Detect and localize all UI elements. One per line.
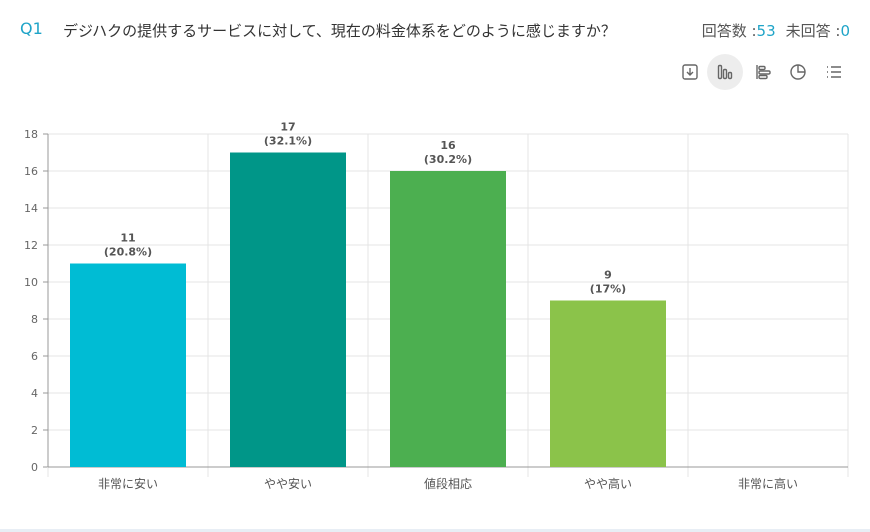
pie-chart-icon <box>790 64 806 80</box>
y-tick-label: 6 <box>31 350 38 363</box>
y-tick-label: 10 <box>24 276 38 289</box>
bottom-border <box>0 529 870 532</box>
bar-value-label: 17 <box>280 121 295 134</box>
bar-chart-icon <box>717 64 733 80</box>
bar-chart: 0 2 4 6 8 10 12 14 16 18 11(20.8%) 非常に安い 17(32.1%) やや… <box>24 121 849 491</box>
bar-percent-label: (30.2%) <box>424 153 472 166</box>
response-stats: 回答数 :53 未回答 :0 <box>702 20 850 41</box>
y-tick-label: 2 <box>31 424 38 437</box>
bar <box>230 152 346 467</box>
answered-label: 回答数 : <box>701 22 757 40</box>
answered-count: 53 <box>756 22 776 40</box>
horizontal-bar-chart-icon <box>756 65 771 80</box>
y-tick-label: 4 <box>31 387 38 400</box>
bar-value-label: 16 <box>440 139 456 152</box>
unanswered-count: 0 <box>840 22 850 40</box>
x-tick-label: 非常に高い <box>738 476 798 491</box>
bar-value-label: 11 <box>120 232 135 245</box>
bar <box>390 171 506 467</box>
bar <box>550 300 666 467</box>
bar-percent-label: (32.1%) <box>264 135 312 148</box>
y-tick-label: 12 <box>24 239 38 252</box>
bar-percent-label: (17%) <box>590 283 626 296</box>
question-text: デジハクの提供するサービスに対して、現在の料金体系をどのように感じますか？ <box>63 22 616 40</box>
bar-value-label: 9 <box>604 269 612 282</box>
chart-toolbar <box>672 54 852 94</box>
x-tick-label: 値段相応 <box>424 476 472 491</box>
x-tick-label: やや高い <box>584 476 632 491</box>
x-tick-label: やや安い <box>264 476 312 491</box>
horizontal-bar-chart-button[interactable] <box>746 54 782 90</box>
y-tick-label: 0 <box>31 461 38 474</box>
x-tick-label: 非常に安い <box>98 476 158 491</box>
unanswered-label: 未回答 : <box>785 22 841 40</box>
pie-chart-button[interactable] <box>780 54 816 90</box>
download-button[interactable] <box>672 54 708 90</box>
question-number: Q1 <box>20 19 43 38</box>
y-tick-label: 18 <box>24 128 38 141</box>
y-tick-label: 16 <box>24 165 38 178</box>
download-icon <box>682 64 698 80</box>
list-button[interactable] <box>816 54 852 90</box>
list-icon <box>827 66 841 78</box>
bar-chart-button[interactable] <box>707 54 743 90</box>
bar-percent-label: (20.8%) <box>104 246 152 259</box>
question-header: Q1 デジハクの提供するサービスに対して、現在の料金体系をどのように感じますか？… <box>0 0 870 60</box>
y-tick-label: 8 <box>31 313 38 326</box>
bar <box>70 263 186 467</box>
y-tick-label: 14 <box>24 202 38 215</box>
